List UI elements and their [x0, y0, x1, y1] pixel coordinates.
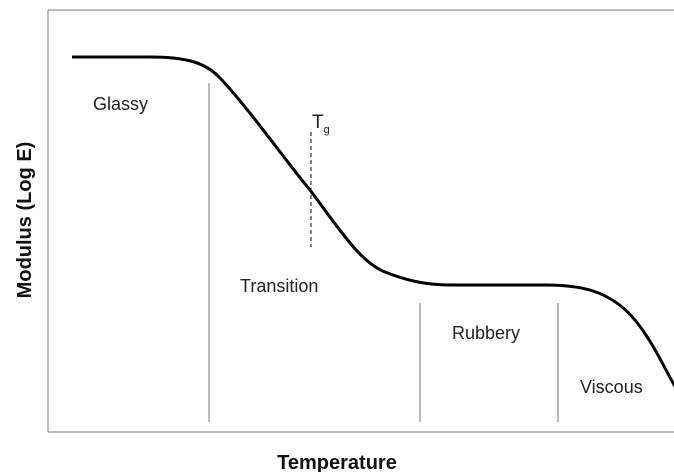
x-axis-label: Temperature [277, 452, 397, 472]
plot-frame [47, 9, 674, 433]
tg-main: T [312, 112, 324, 133]
region-label: Rubbery [452, 323, 520, 343]
region-label: Transition [240, 276, 318, 296]
y-axis-label: Modulus (Log E) [14, 142, 36, 299]
tg-label: Tg [312, 112, 330, 136]
modulus-curve [72, 55, 674, 388]
region-label: Viscous [580, 377, 643, 397]
region-label: Glassy [93, 94, 148, 114]
tg-sub: g [324, 124, 330, 136]
region-dividers [208, 83, 559, 422]
